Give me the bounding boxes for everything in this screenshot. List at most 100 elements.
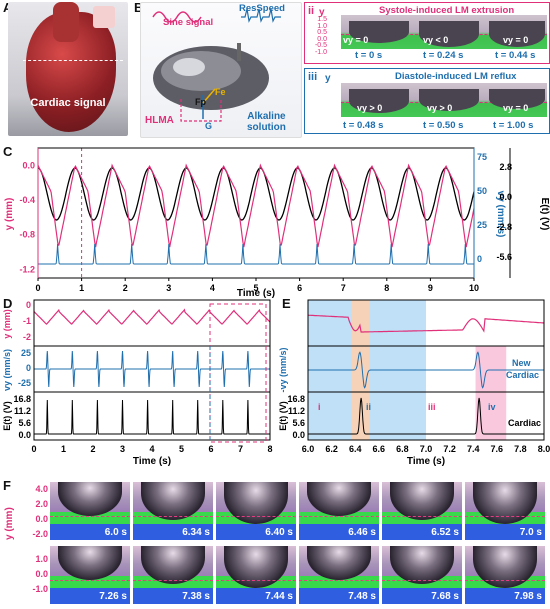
b-iii-frame2-t: t = 0.50 s: [423, 120, 464, 131]
e-roman-iii: iii: [428, 402, 436, 412]
alkaline-label: Alkaline: [247, 111, 286, 122]
d-y3tick: 11.2: [14, 406, 31, 416]
e-xlabel: Time (s): [407, 456, 445, 467]
c-ytick: -0.4: [19, 195, 35, 205]
e-xtick: 6.4: [349, 444, 362, 454]
solution-label: solution: [247, 122, 286, 133]
f-frame: 7.48 s: [299, 546, 379, 604]
e-xtick: 7.2: [443, 444, 456, 454]
f-ylabel: y (mm): [4, 507, 15, 540]
d-ylabel3: E(t) (V): [2, 401, 12, 431]
c-y2label: vy (mm/s): [495, 191, 506, 238]
e-xtick: 8.0: [538, 444, 550, 454]
c-y3tick: -5.6: [496, 252, 512, 262]
sine-signal-icon: [152, 11, 202, 23]
f-frame: 7.98 s: [465, 546, 545, 604]
d-y3tick: 16.8: [13, 394, 31, 404]
sine-signal-label: Sine signal: [163, 17, 214, 28]
e-xtick: 7.6: [491, 444, 504, 454]
d-series-e: [34, 399, 270, 435]
f-frame-time: 6.0 s: [104, 527, 127, 538]
e-xtick: 7.8: [514, 444, 527, 454]
b-ii-frame2-t: t = 0.24 s: [423, 50, 464, 61]
e-ylabel2: -vy (mm/s): [278, 347, 288, 392]
c-y2tick: 0: [477, 254, 482, 264]
f-frame: 6.0 s: [50, 482, 130, 540]
f-frame-time: 6.46 s: [348, 527, 376, 538]
d-y3tick: 0.0: [18, 430, 31, 440]
f-ytick-bot: 0.0: [35, 569, 48, 579]
c-y2tick: 25: [477, 220, 487, 230]
c-xtick: 2: [123, 283, 128, 293]
f-frame: 7.68 s: [382, 546, 462, 604]
b-iii-frame2-v: vy > 0: [427, 103, 453, 113]
hlma-label: HLMA: [145, 115, 174, 126]
e-xtick: 6.6: [373, 444, 386, 454]
e-xtick: 7.4: [467, 444, 480, 454]
panel-b-ii-title: Systole-induced LM extrusion: [379, 5, 515, 16]
b-ii-ytick: 1.5: [317, 16, 327, 23]
f-frame: 7.26 s: [50, 546, 130, 604]
panel-c-chart: y (mm) vy (mm/s) E(t) (V) Time (s) 0 1 2 3 4…: [4, 147, 550, 298]
b-ii-frame1-t: t = 0 s: [355, 50, 383, 61]
panel-d-chart: y (mm) vy (mm/s) E(t) (V) Time (s) 0 1 2 3 4…: [2, 299, 273, 467]
panel-b-iii-roman: iii: [308, 71, 318, 83]
f-frame-time: 7.68 s: [431, 591, 459, 602]
b-ii-frame2-v: vy < 0: [423, 35, 449, 45]
panel-label-e: E: [282, 296, 291, 311]
e-y3tick: 0.0: [292, 430, 305, 440]
d-y2tick: 0: [26, 363, 31, 373]
e-series-e: [308, 397, 544, 435]
d-xtick: 6: [208, 444, 213, 454]
b-ii-ytick: -1.0: [314, 48, 327, 56]
d-xtick: 8: [267, 444, 272, 454]
c-ylabel: y (mm): [4, 198, 15, 231]
d-y2tick: -25: [18, 378, 31, 388]
f-ytick-top: 2.0: [35, 499, 48, 509]
c-xtick: 1: [79, 283, 84, 293]
f-ytick-top: 0.0: [35, 514, 48, 524]
c-y3tick: 2.8: [499, 162, 512, 172]
e-roman-ii: ii: [366, 402, 371, 412]
e-new-label: New: [512, 358, 532, 368]
f-ytick-top: 4.0: [35, 484, 48, 494]
e-y3tick: 11.2: [288, 406, 305, 416]
heart-photo: Cardiac signal: [8, 2, 128, 136]
d-y1tick: 0: [26, 300, 31, 310]
c-series-e: [37, 167, 475, 221]
e-cardiac-label-1: Cardiac: [506, 370, 539, 380]
f-frame-time: 7.44 s: [265, 591, 293, 602]
c-y3tick: -2.8: [496, 222, 512, 232]
c-xtick: 6: [297, 283, 302, 293]
f-frame: 6.40 s: [216, 482, 296, 540]
f-frame-time: 7.38 s: [182, 591, 210, 602]
c-y3label: E(t) (V): [539, 198, 550, 231]
f-frame-time: 7.0 s: [519, 527, 542, 538]
f-frame-time: 6.52 s: [431, 527, 459, 538]
d-xtick: 1: [61, 444, 66, 454]
e-xtick: 6.0: [302, 444, 315, 454]
f-frame: 6.34 s: [133, 482, 213, 540]
b-ii-frame3-v: vy = 0: [503, 35, 529, 45]
cardiac-signal-caption: Cardiac signal: [30, 97, 106, 109]
panel-b-ii: ii y Systole-induced LM extrusion 1.5 1.…: [304, 2, 550, 64]
c-y3tick: 0.0: [499, 192, 512, 202]
b-ii-ytick: 0.5: [317, 29, 327, 36]
b-iii-frame1-v: vy > 0: [357, 103, 383, 113]
e-xtick: 6.8: [396, 444, 409, 454]
b-iii-frame3-v: vy = 0: [503, 103, 529, 113]
f-frame: 7.38 s: [133, 546, 213, 604]
f-frame-time: 6.40 s: [265, 527, 293, 538]
c-xtick: 9: [428, 283, 433, 293]
c-series-y: [37, 163, 475, 248]
c-xtick: 3: [166, 283, 171, 293]
d-ylabel1: y (mm): [2, 309, 12, 339]
panel-b-ii-roman: ii: [308, 5, 315, 17]
panel-label-f: F: [3, 478, 11, 493]
panel-b-iii-title: Diastole-induced LM reflux: [395, 71, 517, 82]
d-xtick: 2: [90, 444, 95, 454]
f-ytick-top: -2.0: [32, 529, 48, 539]
g-label: G: [205, 121, 213, 131]
c-xtick: 10: [469, 283, 479, 293]
resspeed-icon: [241, 8, 281, 23]
